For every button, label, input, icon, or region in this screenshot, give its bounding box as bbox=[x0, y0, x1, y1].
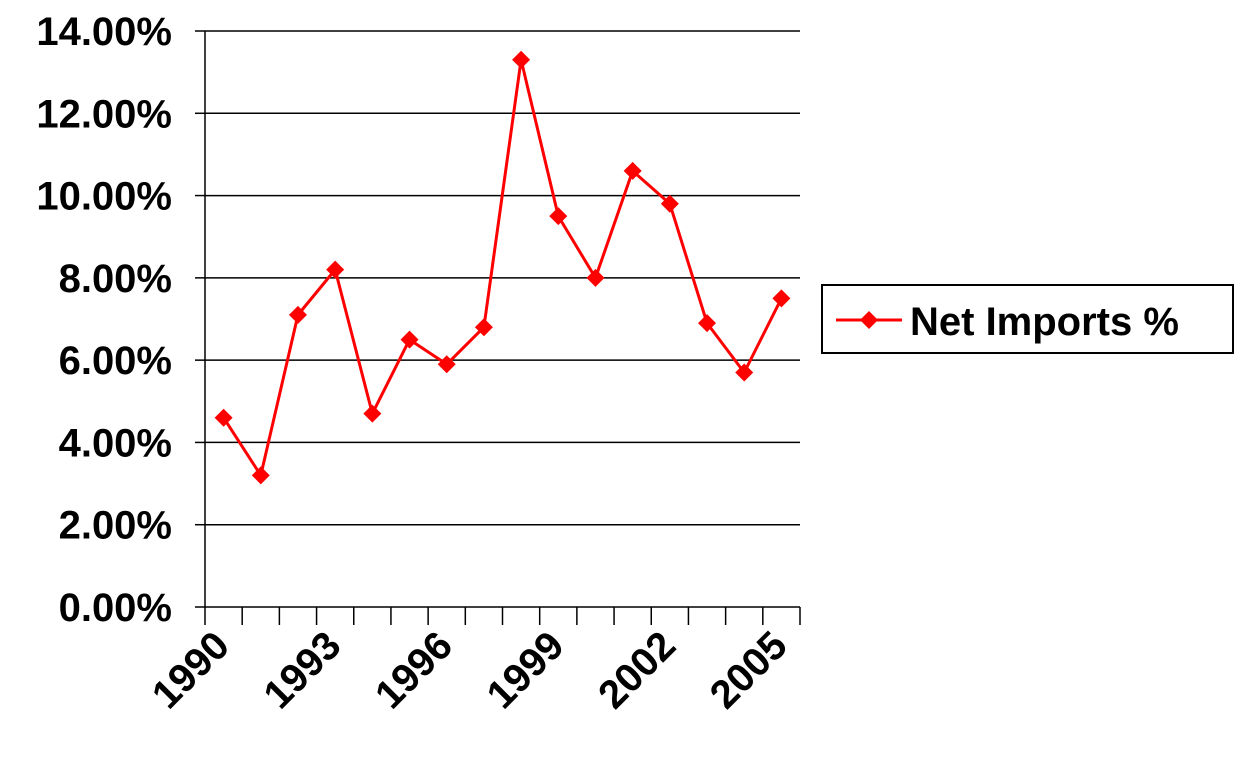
data-point bbox=[586, 268, 605, 287]
data-point bbox=[698, 314, 717, 333]
legend: Net Imports % bbox=[821, 284, 1234, 354]
data-point bbox=[363, 404, 382, 423]
x-tick-label: 1990 bbox=[144, 623, 238, 717]
axes bbox=[195, 30, 801, 625]
x-tick-label: 1993 bbox=[255, 623, 349, 717]
data-point bbox=[214, 408, 233, 427]
y-tick-label: 10.00% bbox=[36, 175, 172, 219]
y-tick-label: 8.00% bbox=[59, 257, 172, 301]
y-tick-labels: 0.00% 2.00% 4.00% 6.00% 8.00% 10.00% 12.00% 14.… bbox=[36, 10, 172, 630]
x-tick-labels: 1990 1993 1996 1999 2002 2005 bbox=[144, 623, 796, 717]
y-tick-label: 2.00% bbox=[59, 504, 172, 548]
series bbox=[214, 50, 791, 485]
legend-label: Net Imports % bbox=[910, 300, 1179, 344]
y-tick-label: 6.00% bbox=[59, 339, 172, 383]
series-line bbox=[222, 58, 783, 477]
legend-marker bbox=[860, 311, 878, 329]
data-point bbox=[735, 363, 754, 382]
y-tick-label: 12.00% bbox=[36, 92, 172, 136]
data-point bbox=[660, 194, 679, 213]
data-point bbox=[437, 355, 456, 374]
x-tick-label: 2005 bbox=[702, 623, 796, 717]
x-tick-label: 1999 bbox=[479, 623, 573, 717]
data-point bbox=[288, 305, 307, 324]
x-tick-label: 2002 bbox=[590, 623, 684, 717]
y-tick-label: 14.00% bbox=[36, 10, 172, 54]
y-tick-label: 0.00% bbox=[59, 586, 172, 630]
data-point bbox=[251, 466, 270, 485]
data-point bbox=[512, 50, 531, 69]
data-point bbox=[474, 318, 493, 337]
y-tick-label: 4.00% bbox=[59, 421, 172, 465]
data-point bbox=[772, 289, 791, 308]
data-point bbox=[623, 161, 642, 180]
x-tick-label: 1996 bbox=[367, 623, 461, 717]
gridlines bbox=[205, 30, 800, 526]
data-point bbox=[549, 207, 568, 226]
data-point bbox=[400, 330, 419, 349]
data-point bbox=[326, 260, 345, 279]
